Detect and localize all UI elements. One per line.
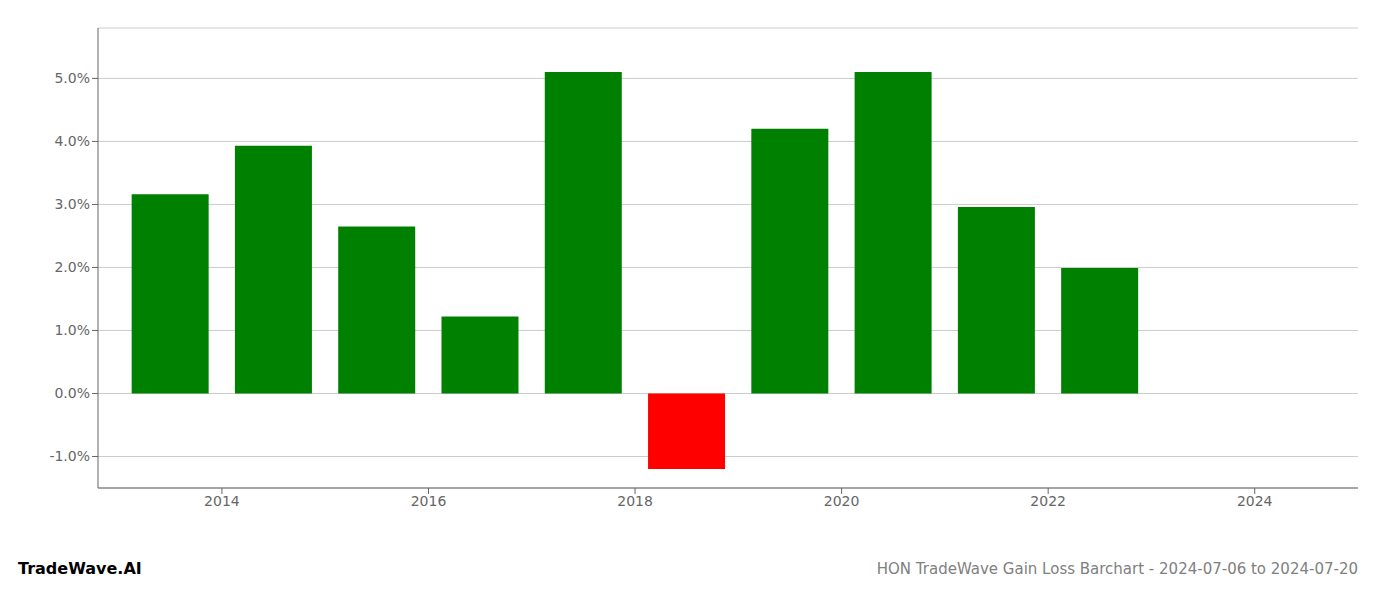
svg-text:3.0%: 3.0% — [54, 196, 90, 212]
svg-text:4.0%: 4.0% — [54, 133, 90, 149]
svg-text:2016: 2016 — [411, 493, 447, 509]
svg-text:2018: 2018 — [617, 493, 653, 509]
svg-text:2020: 2020 — [824, 493, 860, 509]
svg-text:2022: 2022 — [1030, 493, 1066, 509]
svg-text:2.0%: 2.0% — [54, 259, 90, 275]
svg-text:5.0%: 5.0% — [54, 70, 90, 86]
svg-text:0.0%: 0.0% — [54, 385, 90, 401]
svg-text:1.0%: 1.0% — [54, 322, 90, 338]
svg-text:2024: 2024 — [1237, 493, 1273, 509]
html-text:TradeWave.AI: TradeWave.AI — [18, 559, 142, 578]
svg-text:-1.0%: -1.0% — [49, 448, 90, 464]
html-text:HON TradeWave Gain Loss Barcha: HON TradeWave Gain Loss Barchart - 2024-… — [876, 560, 1358, 578]
svg-text:2014: 2014 — [204, 493, 240, 509]
